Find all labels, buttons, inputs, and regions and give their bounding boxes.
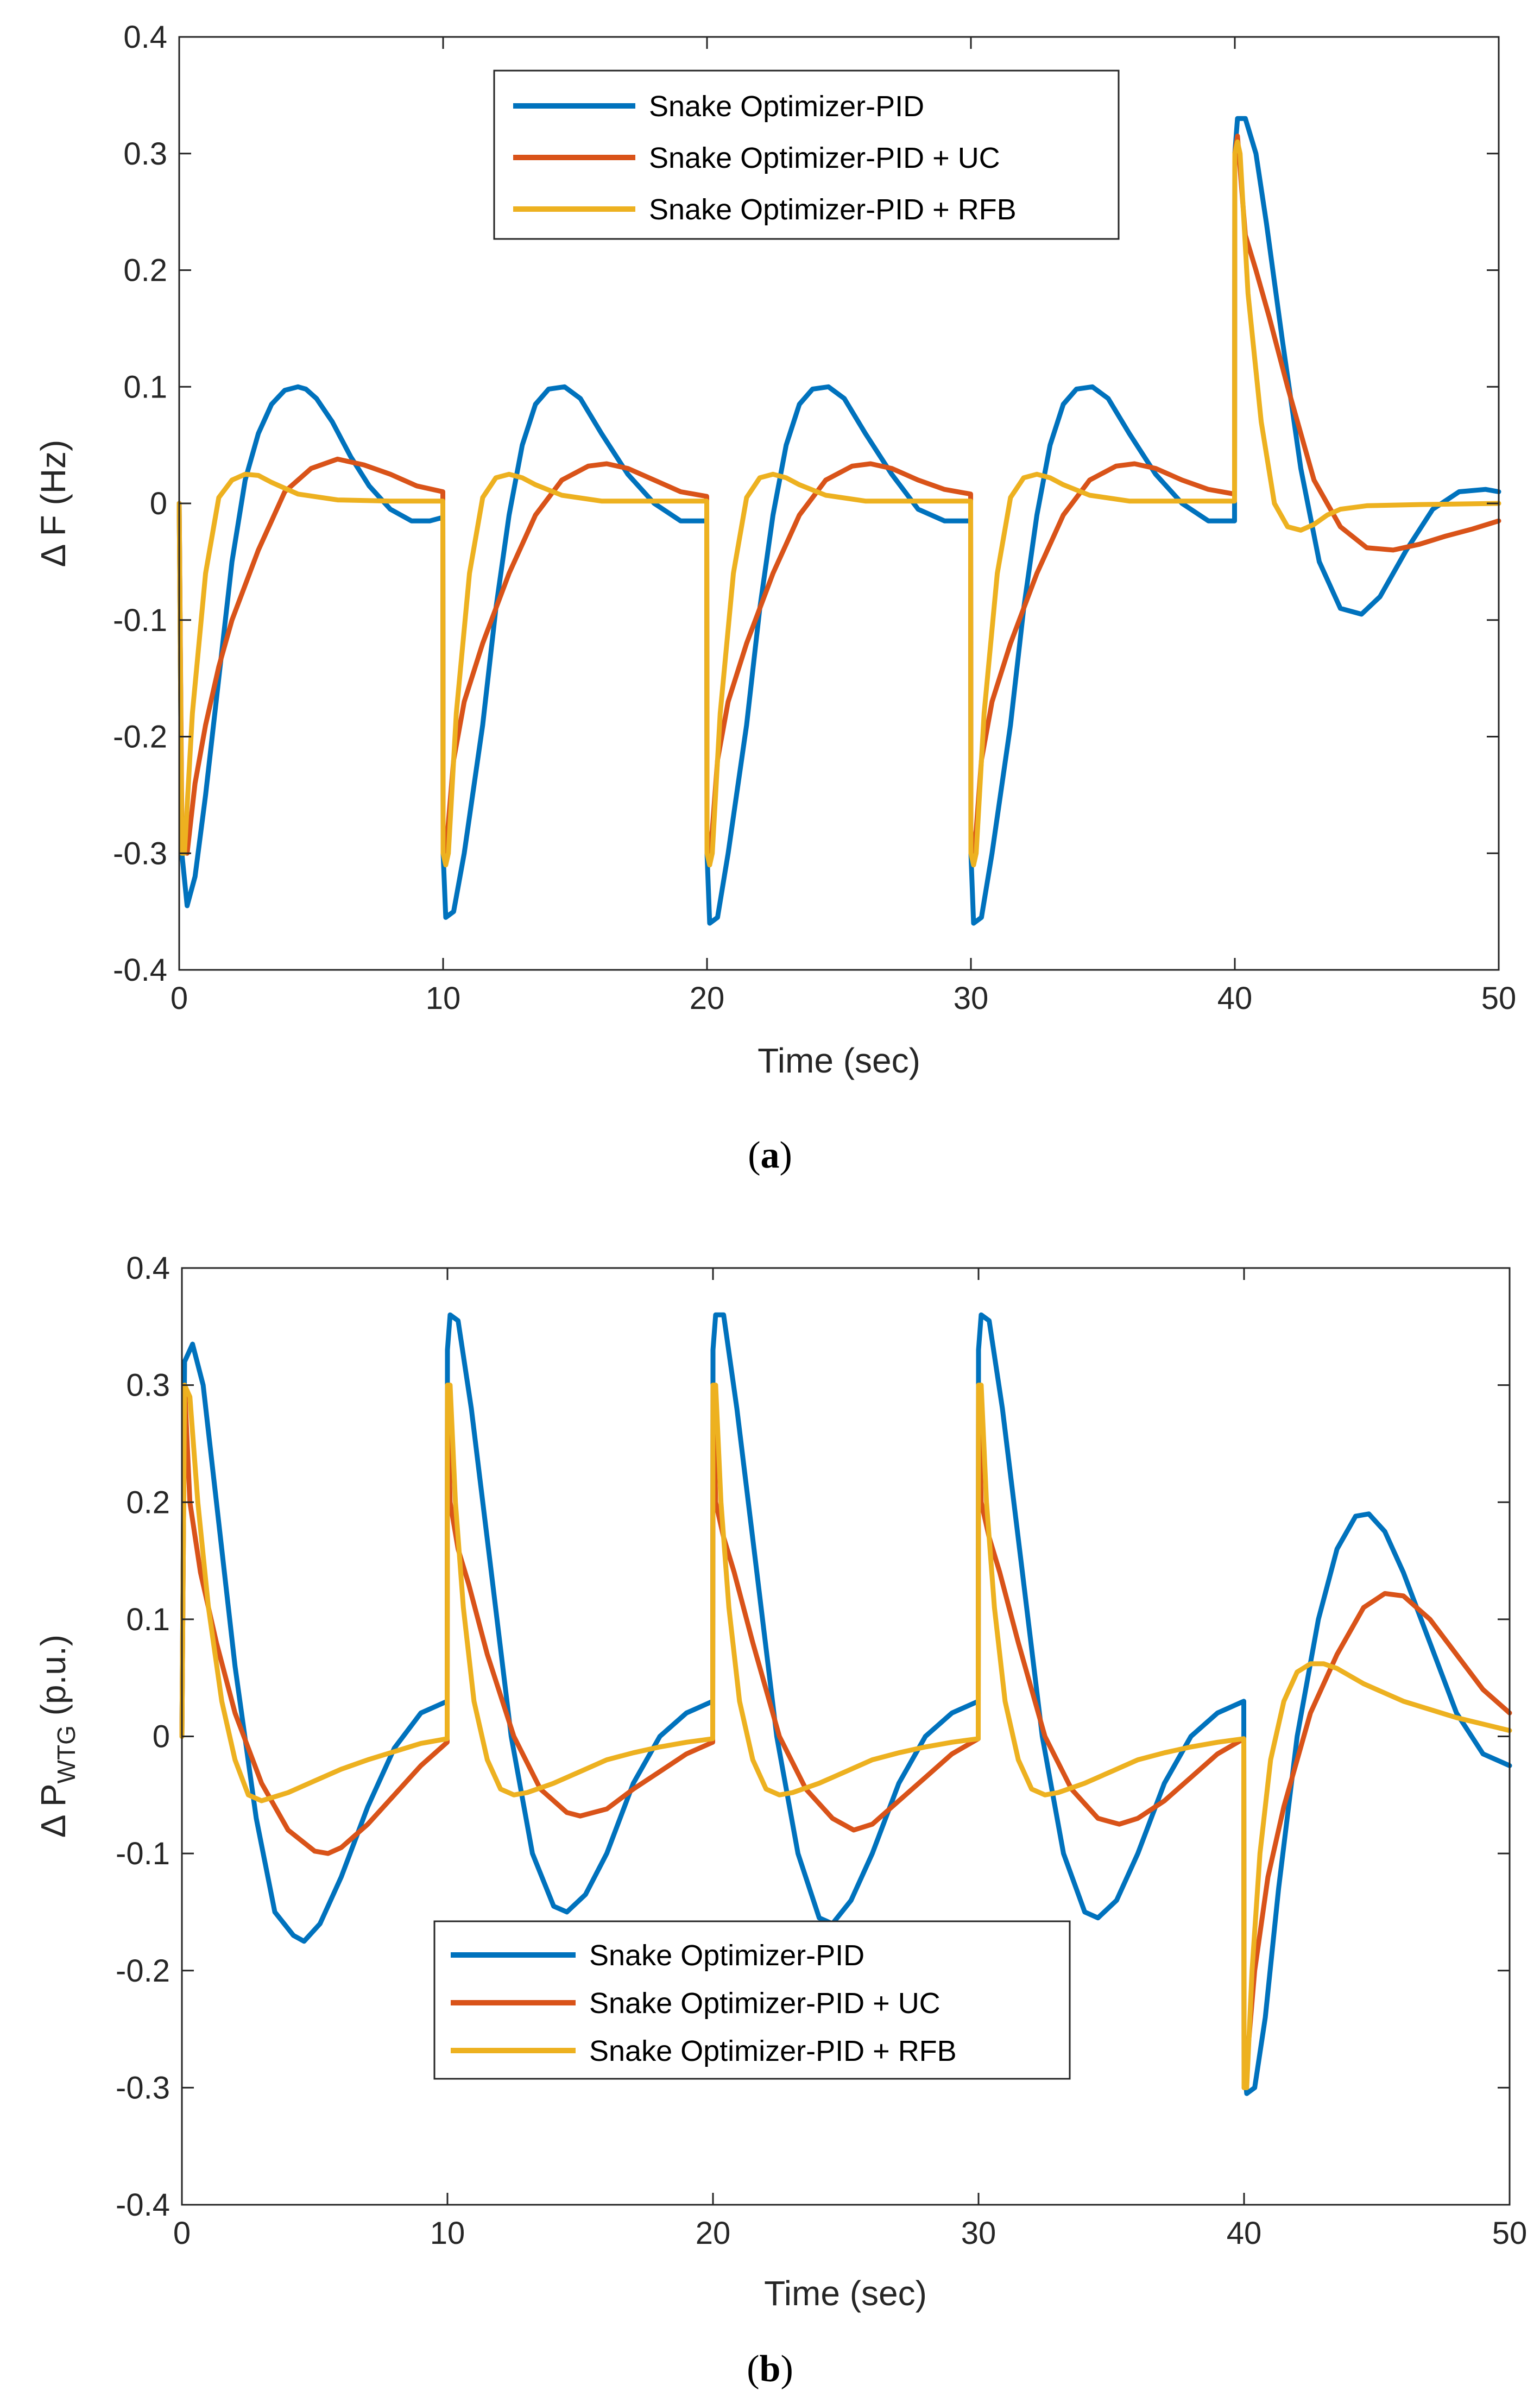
y-tick-label-a-8: 0.4 [123,20,167,55]
x-axis-label-b: Time (sec) [764,2274,927,2313]
x-tick-label-a-2: 20 [690,981,725,1016]
legend-a: Snake Optimizer-PID Snake Optimizer-PID … [493,70,1120,240]
y-axis-label-b: Δ PWTG (p.u.) [34,1635,80,1838]
x-tick-label-a-1: 10 [426,981,461,1016]
caption-b: (b) [747,2348,793,2390]
x-tick-label-b-4: 40 [1227,2216,1262,2251]
y-tick-label-b-8: 0.4 [126,1251,170,1286]
series-line-b-pid [179,1312,1512,2096]
chart-a: 0 10 20 30 40 50 -0.4 -0.3 -0.2 -0.1 0 0.1 0.2 0.3 0.4… [34,20,1516,1176]
y-tick-label-b-7: 0.3 [126,1368,170,1403]
chart-b: 0 10 20 30 40 50 -0.4 -0.3 -0.2 -0.1 0 0.1 0.2 0.3 0.4… [34,1251,1527,2390]
y-tick-label-b-2: -0.2 [116,1953,170,1989]
y-tick-label-a-4: 0 [150,486,167,521]
y-axis-label-b-main: Δ P [34,1783,73,1838]
x-tick-label-a-3: 30 [954,981,989,1016]
x-tick-label-b-2: 20 [696,2216,731,2251]
x-tick-label-a-5: 50 [1481,981,1517,1016]
x-tick-label-b-1: 10 [430,2216,465,2251]
legend-label-a-rfb: Snake Optimizer-PID + RFB [649,193,1017,226]
x-axis-label-a: Time (sec) [758,1041,920,1080]
series-line-b-rfb [179,1383,1512,2090]
y-tick-label-a-1: -0.3 [113,836,167,871]
legend-b: Snake Optimizer-PID Snake Optimizer-PID … [433,1920,1071,2080]
y-tick-label-b-0: -0.4 [116,2187,170,2223]
y-tick-label-b-4: 0 [153,1719,170,1755]
y-tick-label-a-3: -0.1 [113,603,167,638]
x-tick-label-a-4: 40 [1217,981,1253,1016]
y-tick-label-a-7: 0.3 [123,136,167,172]
y-tick-label-b-6: 0.2 [126,1485,170,1520]
y-axis-label-b-sub: WTG [52,1725,80,1783]
y-tick-label-b-1: -0.3 [116,2070,170,2105]
y-tick-label-a-5: 0.1 [123,369,167,405]
legend-label-b-pid: Snake Optimizer-PID [589,1939,864,1972]
x-tick-label-a-0: 0 [171,981,188,1016]
x-tick-label-b-0: 0 [173,2216,191,2251]
x-tick-label-b-5: 50 [1492,2216,1528,2251]
y-axis-label-b-unit: (p.u.) [34,1635,73,1725]
y-tick-label-b-5: 0.1 [126,1602,170,1637]
series-line-a-rfb [176,139,1501,868]
legend-label-a-uc: Snake Optimizer-PID + UC [649,142,1000,174]
y-axis-label-a: Δ F (Hz) [34,440,73,567]
y-tick-label-a-0: -0.4 [113,953,167,988]
y-tick-label-b-3: -0.1 [116,1836,170,1871]
legend-label-b-rfb: Snake Optimizer-PID + RFB [589,2035,957,2067]
legend-label-b-uc: Snake Optimizer-PID + UC [589,1987,941,2020]
legend-label-a-pid: Snake Optimizer-PID [649,90,924,123]
caption-a: (a) [748,1134,792,1176]
y-tick-label-a-2: -0.2 [113,720,167,755]
y-tick-label-a-6: 0.2 [123,253,167,288]
x-tick-label-b-3: 30 [961,2216,996,2251]
